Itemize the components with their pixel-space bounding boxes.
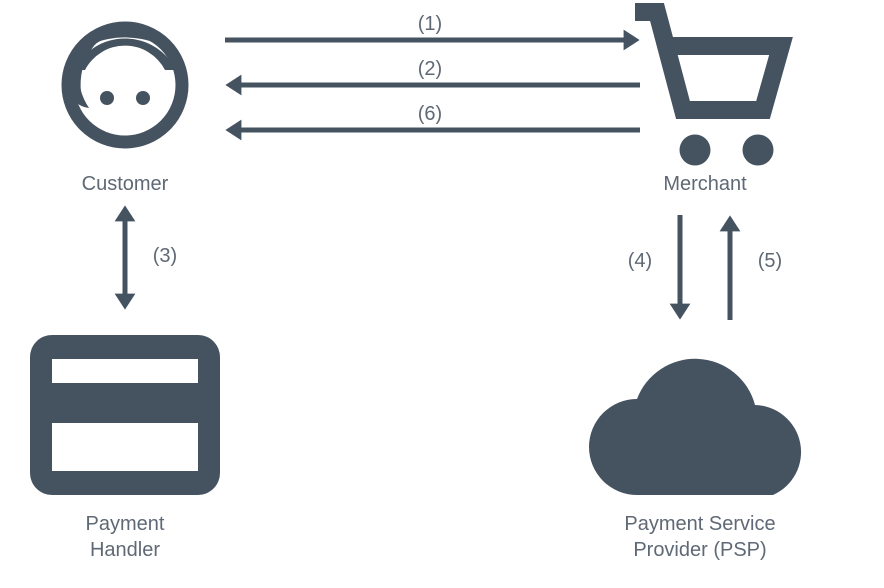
customer-label: Customer xyxy=(82,173,169,195)
payment-handler-label-2: Handler xyxy=(90,539,160,561)
face-icon xyxy=(67,26,182,142)
psp-label-1: Payment Service xyxy=(624,513,775,535)
cart-icon xyxy=(635,12,781,166)
edge-e3: (3) xyxy=(115,205,178,309)
payment-flow-diagram: Customer Merchant Payment Handler Paymen… xyxy=(0,0,884,588)
merchant-node: Merchant xyxy=(635,12,781,195)
edge-label-e4: (4) xyxy=(628,250,652,272)
payment-handler-label-1: Payment xyxy=(86,513,165,535)
psp-label-2: Provider (PSP) xyxy=(633,539,766,561)
cloud-icon xyxy=(589,359,801,495)
edge-e2: (2) xyxy=(225,58,640,95)
customer-node: Customer xyxy=(67,26,182,195)
edge-label-e2: (2) xyxy=(418,58,442,80)
edge-e1: (1) xyxy=(225,13,640,50)
edge-label-e6: (6) xyxy=(418,103,442,125)
edge-label-e3: (3) xyxy=(153,245,177,267)
edge-e4: (4) xyxy=(628,215,691,320)
edge-e5: (5) xyxy=(720,215,783,320)
edge-label-e5: (5) xyxy=(758,250,782,272)
psp-node: Payment Service Provider (PSP) xyxy=(589,359,801,561)
payment-handler-node: Payment Handler xyxy=(30,335,220,561)
edge-e6: (6) xyxy=(225,103,640,140)
merchant-label: Merchant xyxy=(663,173,747,195)
card-icon xyxy=(30,335,220,495)
edge-label-e1: (1) xyxy=(418,13,442,35)
edges-group: (1) (2) (6) (3) (4) (5) xyxy=(115,13,783,320)
